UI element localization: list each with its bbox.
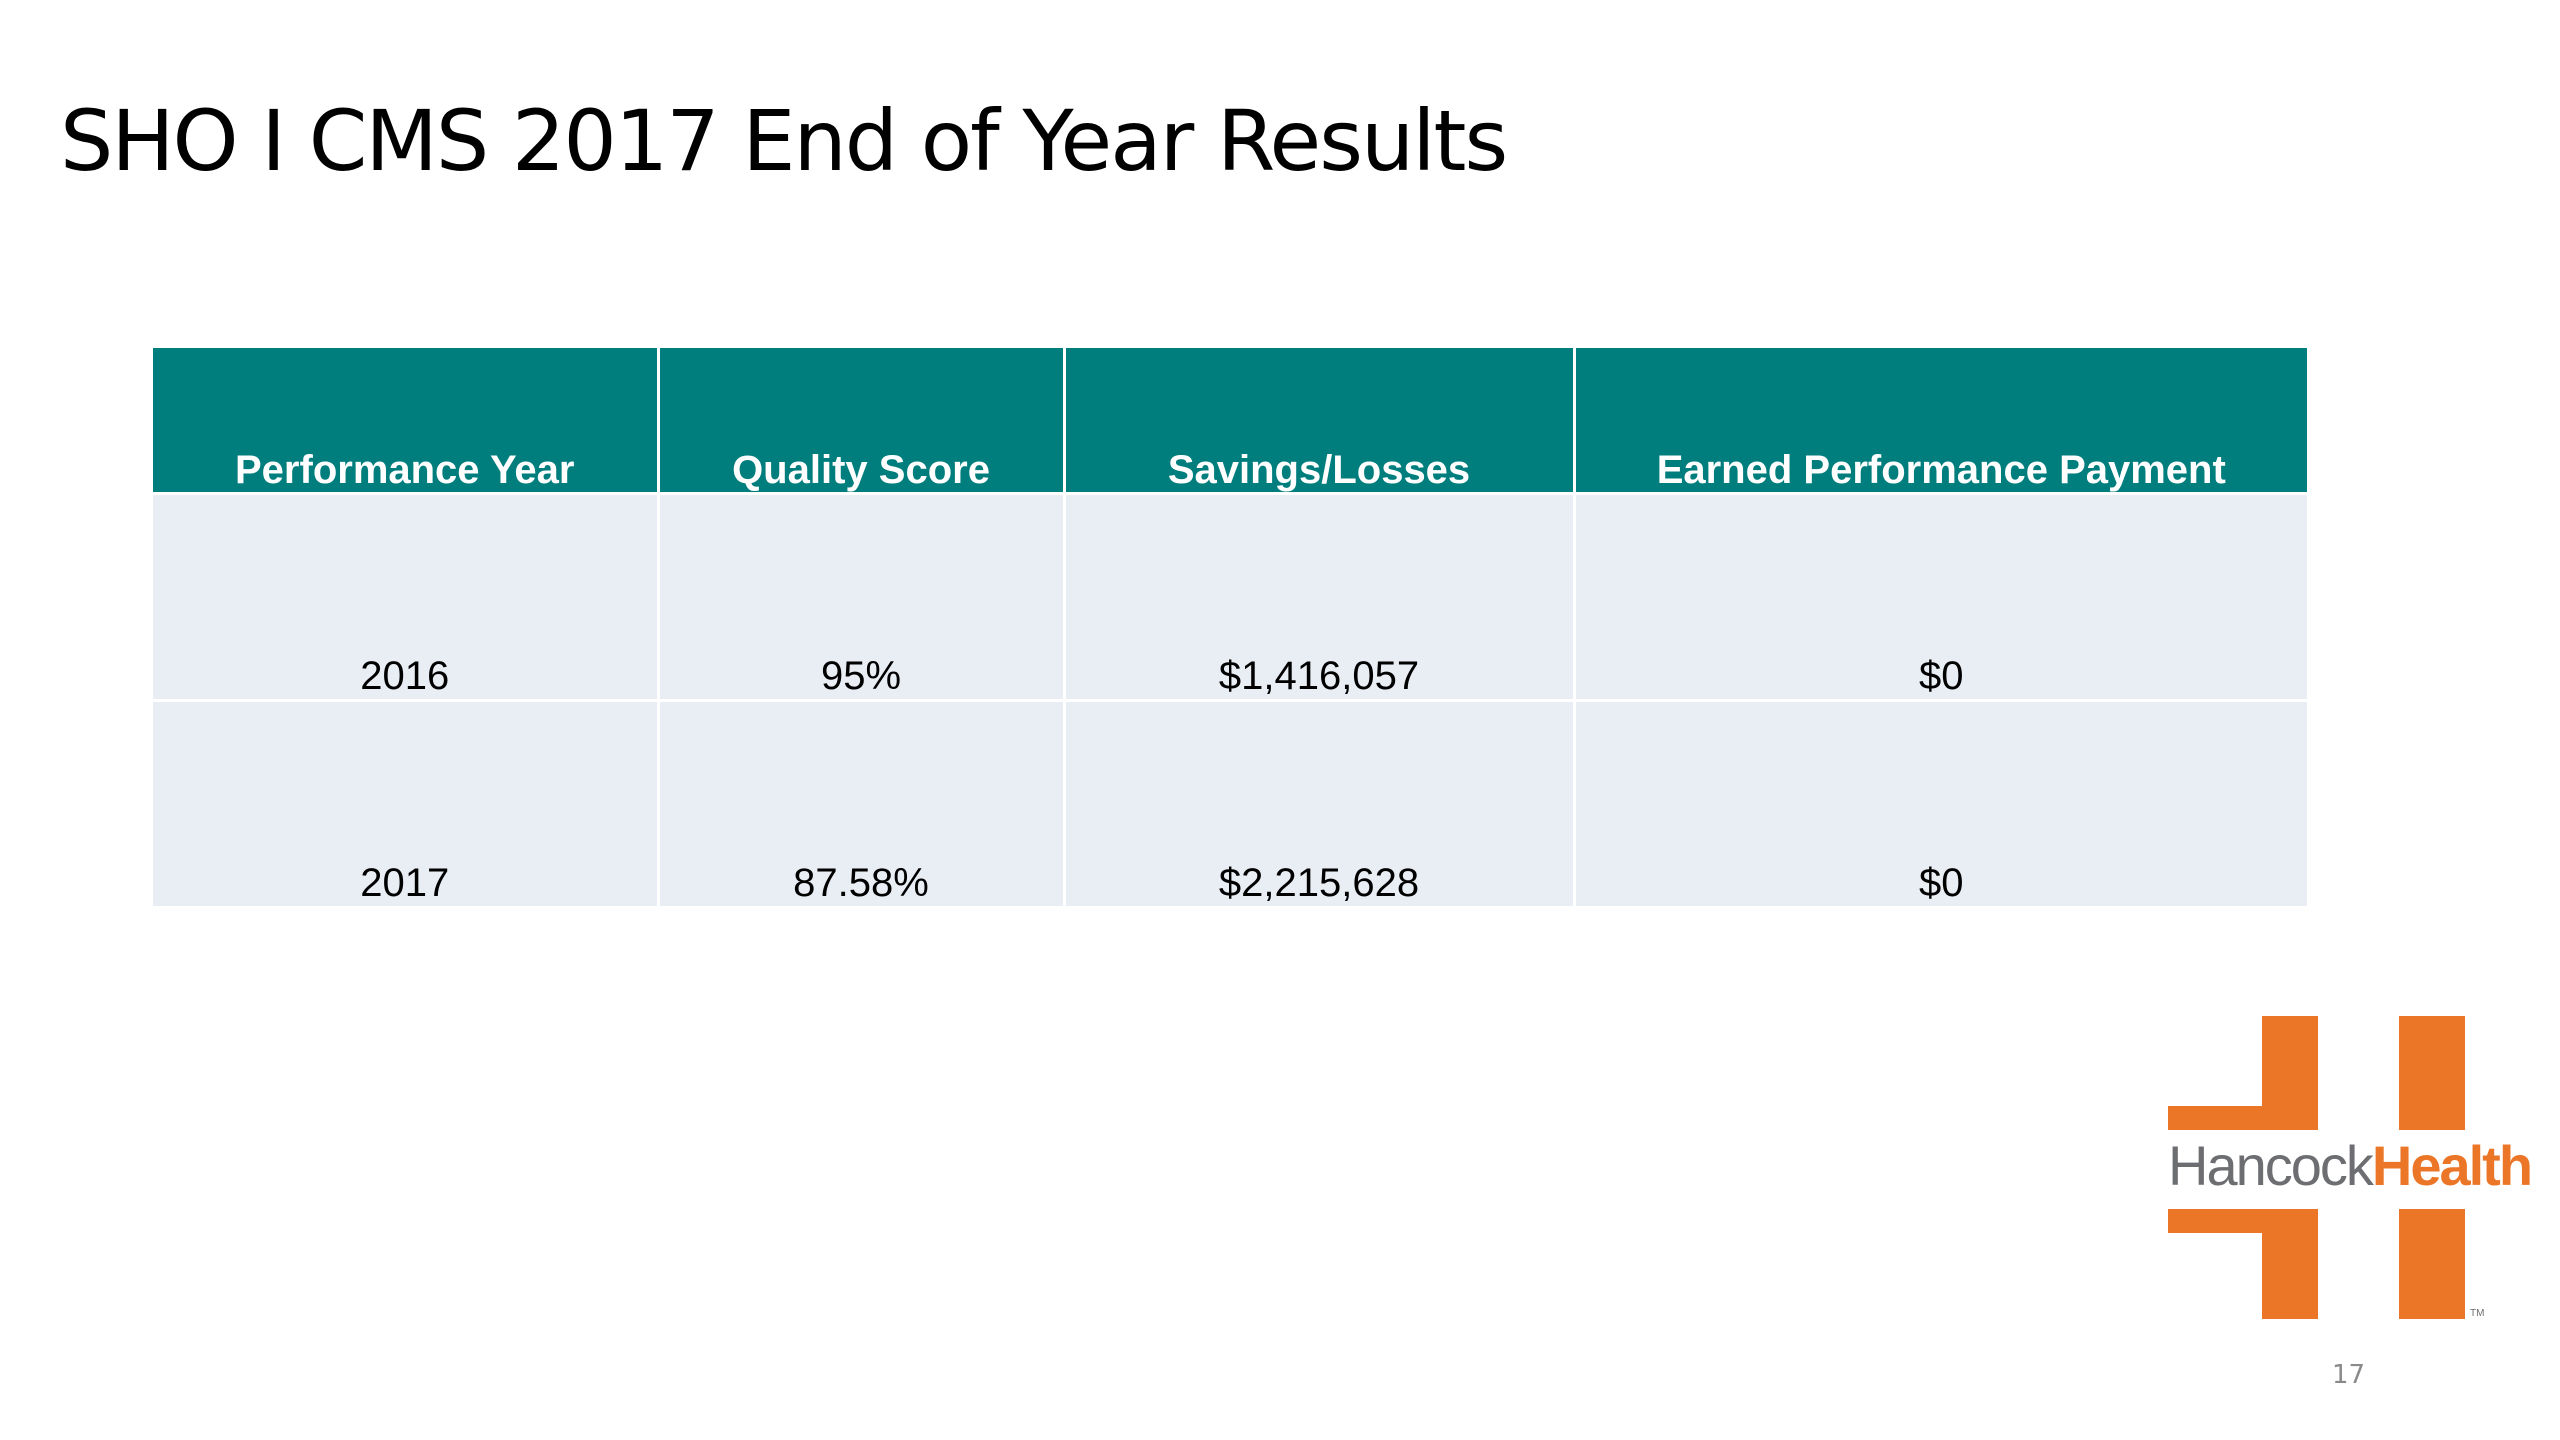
- table-row: 2016 95% $1,416,057 $0: [153, 492, 2307, 701]
- slide-title: SHO I CMS 2017 End of Year Results: [60, 92, 1508, 190]
- logo-trademark: TM: [2470, 1308, 2485, 1319]
- hancock-health-logo: HancockHealth TM: [2168, 1016, 2560, 1326]
- cell-quality-score: 95%: [658, 492, 1066, 701]
- table-header-row: Performance Year Quality Score Savings/L…: [153, 348, 2307, 494]
- results-table: Performance Year Quality Score Savings/L…: [153, 348, 2307, 906]
- logo-bar-top-right-vertical: [2399, 1016, 2465, 1130]
- cell-earned-performance-payment: $0: [1574, 699, 2307, 906]
- cell-earned-performance-payment: $0: [1574, 492, 2307, 701]
- header-quality-score: Quality Score: [658, 348, 1066, 494]
- cell-savings-losses: $2,215,628: [1064, 699, 1576, 906]
- logo-text-health: Health: [2371, 1134, 2533, 1197]
- cell-quality-score: 87.58%: [658, 699, 1066, 906]
- logo-bar-top-left-vertical: [2262, 1016, 2318, 1130]
- header-savings-losses: Savings/Losses: [1064, 348, 1576, 494]
- logo-wordmark: HancockHealth: [2168, 1134, 2533, 1197]
- header-earned-performance-payment: Earned Performance Payment: [1574, 348, 2307, 494]
- cell-performance-year: 2017: [153, 699, 660, 906]
- logo-bar-bottom-left-vertical: [2262, 1209, 2318, 1319]
- table-row: 2017 87.58% $2,215,628 $0: [153, 699, 2307, 906]
- cell-performance-year: 2016: [153, 492, 660, 701]
- header-performance-year: Performance Year: [153, 348, 660, 494]
- logo-text-hancock: Hancock: [2168, 1134, 2374, 1197]
- logo-bar-bottom-right-vertical: [2399, 1209, 2465, 1319]
- page-number: 17: [2332, 1360, 2366, 1390]
- cell-savings-losses: $1,416,057: [1064, 492, 1576, 701]
